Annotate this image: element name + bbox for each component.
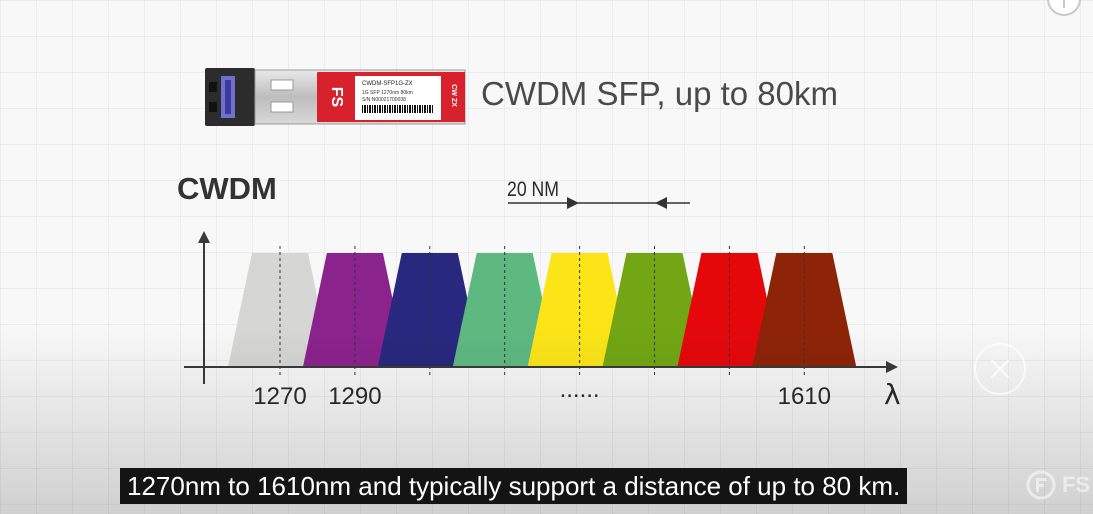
- spacing-arrow-right: [567, 197, 579, 209]
- sfp-module-image: FS CWDM-SFP1G-ZX 1G SFP 1270nm 80km S/N:…: [205, 66, 467, 128]
- channel-band-7: [677, 253, 782, 367]
- tick-label-1: 1270: [253, 383, 306, 410]
- channel-band-1: [228, 253, 332, 367]
- channel-band-8: [752, 253, 857, 367]
- tick-label-4: 1610: [778, 383, 831, 410]
- watermark-text: FS: [1062, 472, 1091, 497]
- spacing-arrow-left: [655, 197, 667, 209]
- module-model: CWDM-SFP1G-ZX: [362, 81, 413, 87]
- tick-label-3: ......: [560, 376, 600, 403]
- spacing-label: 20 NM: [507, 178, 559, 201]
- channel-band-3: [377, 253, 482, 367]
- tick-label-2: 1290: [328, 383, 381, 410]
- y-axis-arrow: [198, 231, 210, 243]
- x-axis-arrow: [886, 361, 898, 373]
- channel-band-6: [602, 253, 707, 367]
- close-icon[interactable]: [974, 343, 1026, 395]
- channel-band-4: [452, 253, 557, 367]
- chart-title: CWDM: [177, 171, 277, 206]
- channel-band-5: [527, 253, 632, 367]
- x-axis-symbol: λ: [884, 378, 901, 411]
- video-caption: 1270nm to 1610nm and typically support a…: [120, 468, 908, 504]
- channel-band-2: [302, 253, 407, 367]
- fs-logo-mark: [1026, 470, 1056, 500]
- module-serial: S/N:N00021700038: [362, 97, 406, 103]
- module-spec: 1G SFP 1270nm 80km: [362, 90, 413, 96]
- module-barcode: [362, 105, 434, 113]
- page-title: CWDM SFP, up to 80km: [481, 75, 838, 112]
- fs-logo-icon: FS: [1026, 470, 1090, 500]
